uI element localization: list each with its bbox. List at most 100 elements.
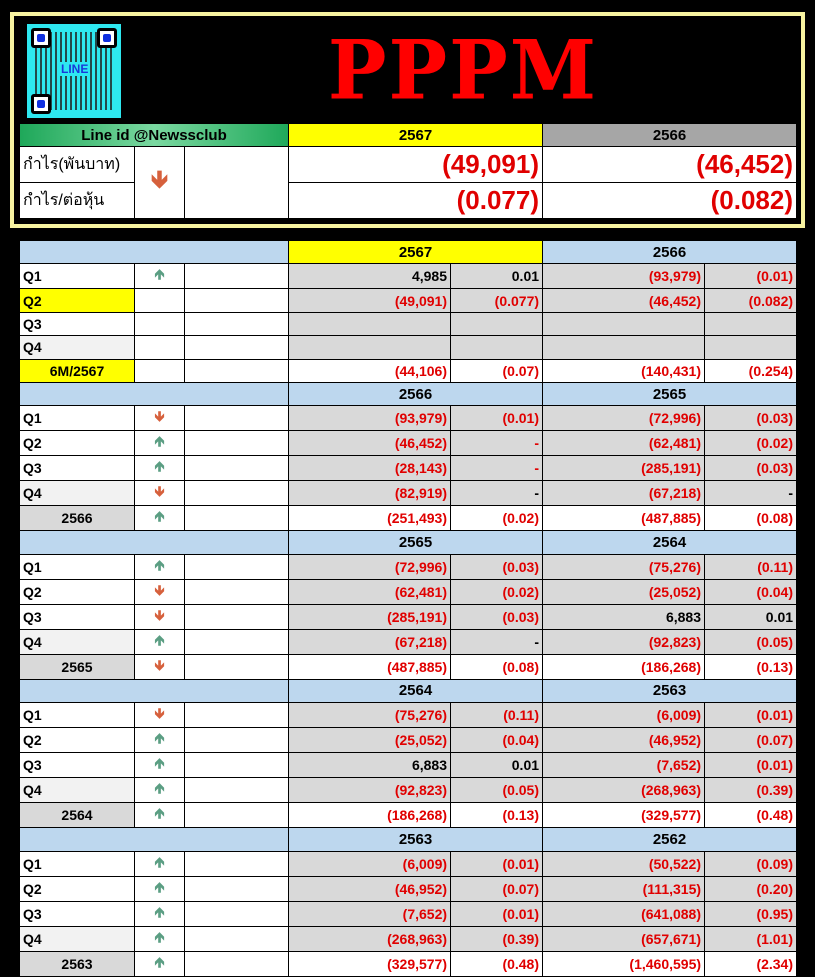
profit-value: (50,522) [542, 850, 706, 877]
eps-value: (0.01) [450, 850, 544, 877]
quarter-row: Q4 🡹 (67,218) - (92,823) (0.05) [19, 628, 798, 655]
eps-value: (0.082) [704, 288, 798, 313]
arrow-up-icon: 🡹 [134, 505, 185, 532]
previous-year-header: 2566 [542, 123, 798, 147]
quarter-row: Q1 🡻 (75,276) (0.11) (6,009) (0.01) [19, 702, 798, 729]
arrow-up-icon: 🡹 [134, 455, 185, 482]
eps-value: (0.01) [450, 405, 544, 432]
profit-label: กำไร(พันบาท) [19, 146, 135, 183]
quarter-row: Q3 🡻 (285,191) (0.03) 6,883 0.01 [19, 603, 798, 630]
profit-value: (82,919) [288, 480, 452, 507]
row-label: Q1 [19, 702, 135, 729]
row-label: 6M/2567 [19, 358, 135, 383]
section-header-blank [18, 678, 290, 704]
row-label: Q3 [19, 455, 135, 482]
eps-value: (0.39) [704, 777, 798, 804]
profit-value: (657,671) [542, 925, 706, 952]
quarter-row: Q2 🡹 (25,052) (0.04) (46,952) (0.07) [19, 727, 798, 754]
row-label: 2564 [19, 802, 135, 829]
eps-value: (0.05) [704, 628, 798, 655]
year-header: 2563 [288, 827, 544, 852]
row-label: Q2 [19, 727, 135, 754]
quarter-row: Q2 (49,091) (0.077) (46,452) (0.082) [19, 288, 798, 313]
profit-value: (25,052) [542, 578, 706, 605]
eps-value: (0.03) [704, 405, 798, 432]
profit-value: (268,963) [542, 777, 706, 804]
profit-value: (67,218) [288, 628, 452, 655]
arrow-down-icon: 🡻 [134, 480, 185, 507]
summary-row: 2566 🡹 (251,493) (0.02) (487,885) (0.08) [19, 505, 798, 532]
year-header: 2562 [542, 827, 798, 852]
blank-cell [183, 702, 290, 729]
profit-value: (49,091) [288, 288, 452, 313]
profit-value: (46,952) [288, 875, 452, 902]
blank-cell [183, 311, 290, 337]
eps-value: (0.11) [704, 553, 798, 580]
arrow-down-icon: 🡻 [134, 653, 185, 680]
eps-value: (0.07) [450, 875, 544, 902]
eps-value: (0.20) [704, 875, 798, 902]
section-header: 2565 2564 [18, 530, 798, 555]
row-label: 2565 [19, 653, 135, 680]
blank-cell [183, 553, 290, 580]
blank-cell [183, 358, 290, 383]
year-header: 2563 [542, 678, 798, 704]
profit-value [542, 311, 706, 337]
profit-value: (93,979) [288, 405, 452, 432]
profit-value: (93,979) [542, 263, 706, 290]
eps-previous: (0.082) [542, 182, 798, 219]
blank-cell [183, 653, 290, 680]
profit-value [288, 311, 452, 337]
quarter-row: Q1 🡹 (6,009) (0.01) (50,522) (0.09) [19, 850, 798, 877]
arrow-up-icon: 🡹 [134, 900, 185, 927]
blank-cell [183, 628, 290, 655]
quarter-row: Q1 🡹 4,985 0.01 (93,979) (0.01) [19, 263, 798, 290]
blank-cell [183, 603, 290, 630]
blank-cell [183, 405, 290, 432]
arrow-up-icon: 🡹 [134, 802, 185, 829]
blank-cell [183, 850, 290, 877]
profit-value [288, 335, 452, 360]
row-label: Q4 [19, 777, 135, 804]
arrow-up-icon: 🡹 [134, 263, 185, 290]
profit-value: (72,996) [288, 553, 452, 580]
eps-value: (0.02) [704, 430, 798, 457]
eps-value: (1.01) [704, 925, 798, 952]
summary-row: 2565 🡻 (487,885) (0.08) (186,268) (0.13) [19, 653, 798, 680]
profit-value: (92,823) [542, 628, 706, 655]
eps-value: (0.04) [704, 578, 798, 605]
profit-value: 6,883 [288, 752, 452, 779]
quarter-row: Q3 🡹 (28,143) - (285,191) (0.03) [19, 455, 798, 482]
arrow-down-icon: 🡻 [134, 578, 185, 605]
eps-value: (0.08) [450, 653, 544, 680]
row-label: Q2 [19, 288, 135, 313]
arrow-up-icon: 🡹 [134, 430, 185, 457]
profit-value [542, 335, 706, 360]
quarter-row: Q3 🡹 (7,652) (0.01) (641,088) (0.95) [19, 900, 798, 927]
row-label: Q3 [19, 752, 135, 779]
eps-value: (0.02) [450, 505, 544, 532]
eps-value: (0.95) [704, 900, 798, 927]
quarter-row: Q2 🡹 (46,952) (0.07) (111,315) (0.20) [19, 875, 798, 902]
eps-value: (0.01) [704, 263, 798, 290]
summary-row: 6M/2567 (44,106) (0.07) (140,431) (0.254) [19, 358, 798, 383]
eps-value: - [450, 455, 544, 482]
profit-value: (46,452) [542, 288, 706, 313]
arrow-down-icon: 🡻 [134, 603, 185, 630]
row-label: Q4 [19, 335, 135, 360]
profit-value: (25,052) [288, 727, 452, 754]
quarter-row: Q4 🡹 (268,963) (0.39) (657,671) (1.01) [19, 925, 798, 952]
profit-value: (75,276) [288, 702, 452, 729]
row-label: Q4 [19, 628, 135, 655]
row-label: Q2 [19, 578, 135, 605]
row-label: Q4 [19, 925, 135, 952]
profit-value: (140,431) [542, 358, 706, 383]
eps-value [704, 311, 798, 337]
section-header-blank [18, 381, 290, 407]
profit-value: (329,577) [288, 950, 452, 977]
eps-value: (0.03) [704, 455, 798, 482]
line-id-label: Line id @Newssclub [18, 123, 290, 147]
profit-value: (62,481) [288, 578, 452, 605]
eps-value: (0.01) [704, 752, 798, 779]
eps-value: (0.48) [704, 802, 798, 829]
